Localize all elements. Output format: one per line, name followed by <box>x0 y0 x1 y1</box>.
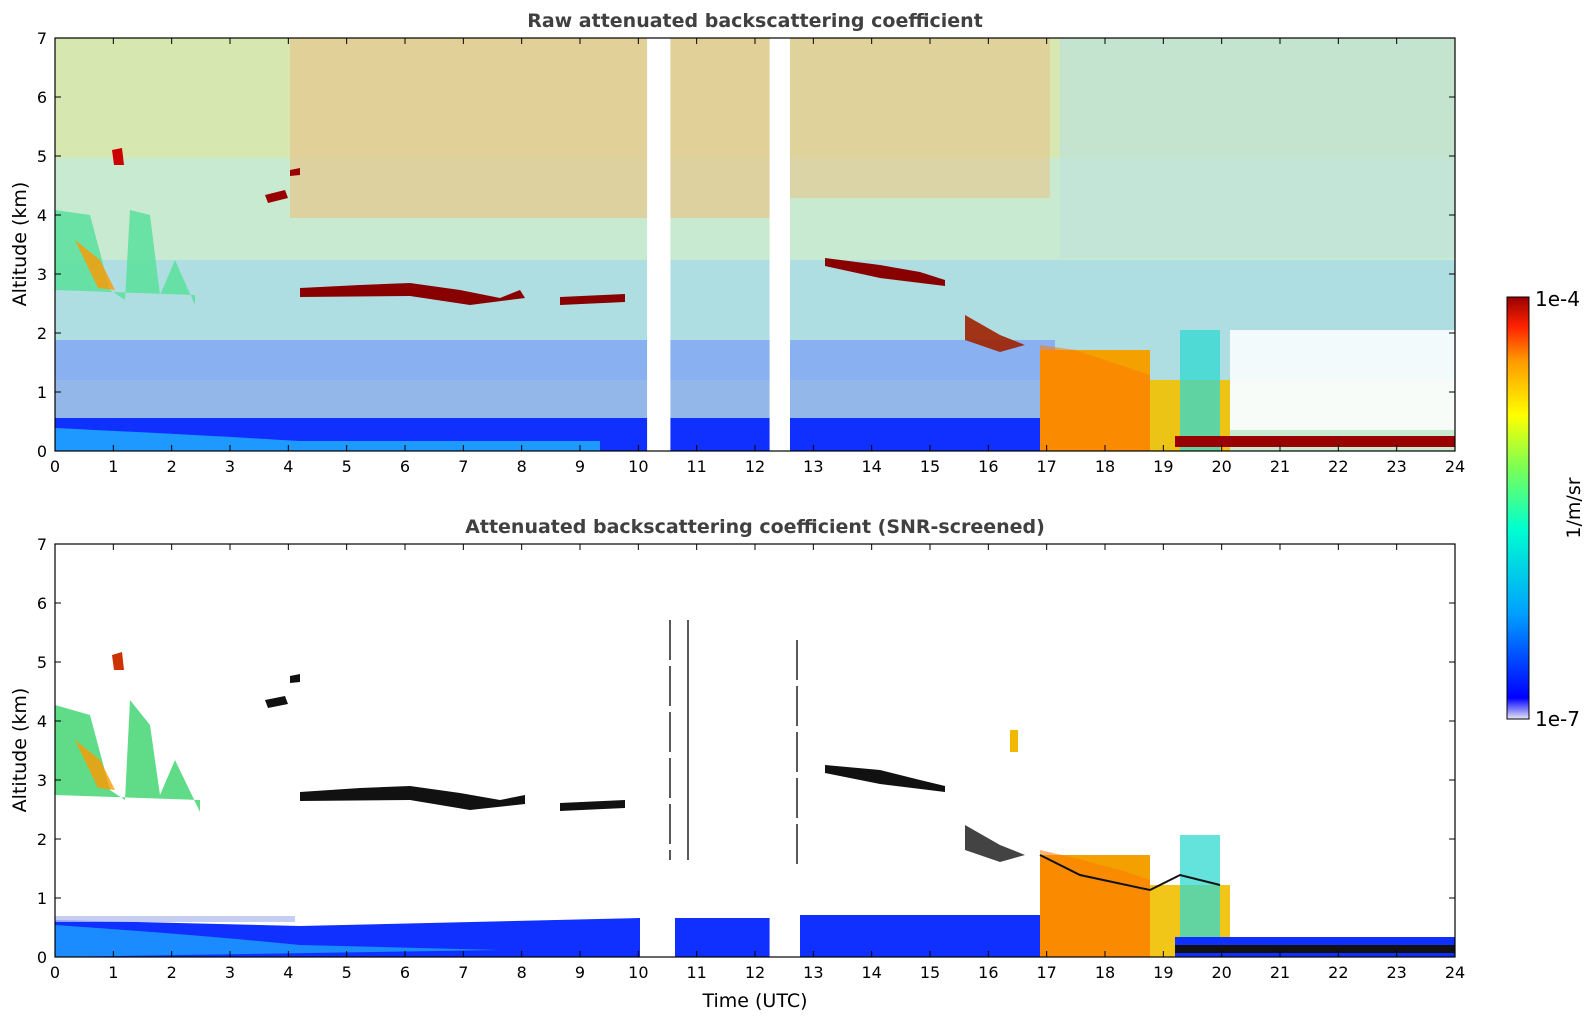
y-tick-label: 0 <box>37 948 47 967</box>
panel-raw: Raw attenuated backscattering coefficien… <box>9 10 1465 476</box>
panel-raw-heatmap <box>55 38 1455 451</box>
x-tick-label: 11 <box>686 963 706 982</box>
y-tick-label: 5 <box>37 147 47 166</box>
y-tick-label: 5 <box>37 653 47 672</box>
y-tick-label: 2 <box>37 830 47 849</box>
x-tick-label: 4 <box>283 457 293 476</box>
x-tick-label: 7 <box>458 963 468 982</box>
x-tick-label: 0 <box>50 457 60 476</box>
x-tick-label: 15 <box>920 963 940 982</box>
x-tick-label: 11 <box>686 457 706 476</box>
screened-cloud-layer-2 <box>825 765 945 792</box>
x-tick-label: 9 <box>575 457 585 476</box>
x-tick-label: 16 <box>978 963 998 982</box>
x-tick-label: 2 <box>167 457 177 476</box>
raw-cloud-layer-1 <box>300 283 525 305</box>
x-tick-label: 8 <box>517 457 527 476</box>
panel-screened-xlabel: Time (UTC) <box>701 990 807 1012</box>
panel-screened-heatmap <box>55 544 1455 957</box>
raw-cloud-layer-2 <box>825 258 945 286</box>
x-tick-label: 3 <box>225 457 235 476</box>
x-tick-label: 14 <box>861 457 881 476</box>
x-tick-label: 1 <box>108 963 118 982</box>
colorbar: 1e-4 1e-7 1/m/sr <box>1506 287 1585 731</box>
raw-data-gap <box>769 38 790 451</box>
x-tick-label: 0 <box>50 963 60 982</box>
x-tick-label: 1 <box>108 457 118 476</box>
x-tick-label: 15 <box>920 457 940 476</box>
x-tick-label: 13 <box>803 963 823 982</box>
x-tick-label: 3 <box>225 963 235 982</box>
x-tick-label: 23 <box>1386 457 1406 476</box>
x-tick-label: 5 <box>342 963 352 982</box>
x-tick-label: 23 <box>1386 963 1406 982</box>
raw-surface-cloud <box>1175 436 1455 447</box>
x-tick-label: 10 <box>628 963 648 982</box>
screened-data-gap <box>769 544 790 957</box>
x-tick-label: 21 <box>1270 457 1290 476</box>
panel-screened-axes: 0 1 2 3 4 5 6 7 8 9 10 11 12 13 14 15 16 17 18 19 20 21 22 23 24… <box>37 535 1465 982</box>
x-tick-label: 17 <box>1036 963 1056 982</box>
x-tick-label: 12 <box>745 457 765 476</box>
x-tick-label: 6 <box>400 457 410 476</box>
y-tick-label: 7 <box>37 535 47 554</box>
x-tick-label: 20 <box>1211 457 1231 476</box>
x-tick-label: 10 <box>628 457 648 476</box>
x-tick-label: 24 <box>1445 457 1465 476</box>
y-tick-label: 4 <box>37 206 47 225</box>
x-tick-label: 17 <box>1036 457 1056 476</box>
y-tick-label: 6 <box>37 88 47 107</box>
panel-raw-axes: 0 1 2 3 4 5 6 7 8 9 10 11 12 13 14 15 16 17 18 19 20 21 22 23 24… <box>37 29 1465 476</box>
x-tick-label: 5 <box>342 457 352 476</box>
y-tick-label: 1 <box>37 889 47 908</box>
panel-raw-title: Raw attenuated backscattering coefficien… <box>527 10 983 32</box>
x-tick-label: 14 <box>861 963 881 982</box>
panel-screened-title: Attenuated backscattering coefficient (S… <box>465 516 1045 538</box>
screened-cloud-layer-1 <box>300 786 525 810</box>
x-tick-label: 2 <box>167 963 177 982</box>
x-tick-label: 13 <box>803 457 823 476</box>
x-tick-label: 24 <box>1445 963 1465 982</box>
panel-screened-ylabel: Altitude (km) <box>9 688 31 813</box>
y-tick-label: 3 <box>37 771 47 790</box>
x-tick-label: 21 <box>1270 963 1290 982</box>
x-tick-label: 4 <box>283 963 293 982</box>
y-tick-label: 6 <box>37 594 47 613</box>
x-tick-label: 8 <box>517 963 527 982</box>
x-tick-label: 18 <box>1095 963 1115 982</box>
screened-data-gap <box>647 544 671 957</box>
x-tick-label: 12 <box>745 963 765 982</box>
panel-raw-ylabel: Altitude (km) <box>9 182 31 307</box>
panel-screened: Attenuated backscattering coefficient (S… <box>9 516 1465 1012</box>
y-tick-label: 2 <box>37 324 47 343</box>
colorbar-unit-label: 1/m/sr <box>1563 477 1585 538</box>
colorbar-max-label: 1e-4 <box>1535 287 1580 311</box>
y-tick-label: 1 <box>37 383 47 402</box>
y-tick-label: 7 <box>37 29 47 48</box>
colorbar-gradient <box>1506 296 1530 720</box>
x-tick-label: 22 <box>1328 963 1348 982</box>
x-tick-label: 7 <box>458 457 468 476</box>
y-tick-label: 0 <box>37 442 47 461</box>
x-tick-label: 19 <box>1153 963 1173 982</box>
raw-aerosol-plume <box>55 210 195 305</box>
x-tick-label: 6 <box>400 963 410 982</box>
colorbar-min-label: 1e-7 <box>1535 707 1580 731</box>
raw-data-gap <box>647 38 671 451</box>
x-tick-label: 9 <box>575 963 585 982</box>
screened-surface-cloud <box>1175 945 1455 953</box>
y-tick-label: 4 <box>37 712 47 731</box>
x-tick-label: 18 <box>1095 457 1115 476</box>
x-tick-label: 19 <box>1153 457 1173 476</box>
x-tick-label: 16 <box>978 457 998 476</box>
screened-aerosol-plume <box>55 700 200 812</box>
y-tick-label: 3 <box>37 265 47 284</box>
x-tick-label: 20 <box>1211 963 1231 982</box>
x-tick-label: 22 <box>1328 457 1348 476</box>
